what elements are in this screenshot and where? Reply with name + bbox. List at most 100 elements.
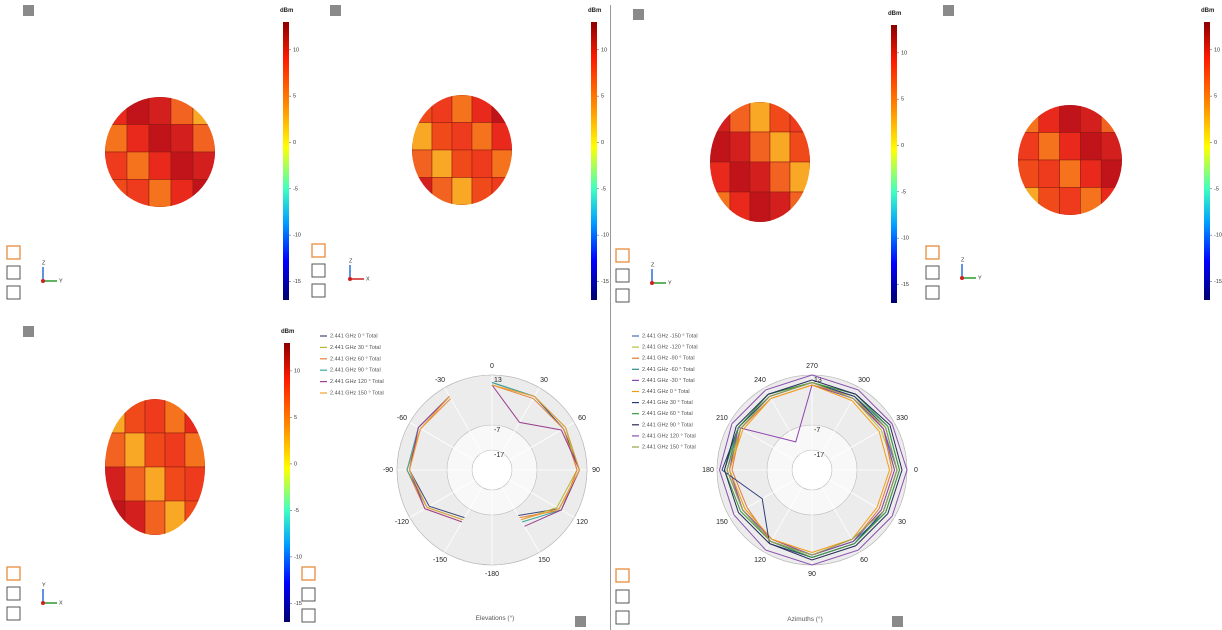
pattern-cell <box>148 151 172 180</box>
angular-tick-label: 330 <box>896 415 908 422</box>
settings-button[interactable] <box>330 5 341 16</box>
colorbar-tick-label: 10 <box>293 47 299 53</box>
colorbar-tick-label: 0 <box>901 143 904 149</box>
axis-origin <box>41 601 45 605</box>
angular-tick-label: 0 <box>490 363 494 370</box>
colorbar-tick-label: -5 <box>293 186 298 192</box>
surface-button[interactable] <box>925 265 940 280</box>
pattern-cell <box>729 161 751 193</box>
angular-tick-label: -90 <box>383 467 393 474</box>
pattern-cell <box>126 97 150 125</box>
colorbar-tick-label: -10 <box>601 233 609 239</box>
colorbar-tick-label: 10 <box>1214 47 1220 53</box>
pattern-cell <box>412 149 433 178</box>
pattern-cell <box>491 149 512 178</box>
angular-tick-label: -60 <box>397 415 407 422</box>
globe-button[interactable] <box>6 245 21 260</box>
colorbar-unit: dBm <box>280 8 293 14</box>
pattern-cell <box>471 149 493 178</box>
pattern-cell <box>1080 159 1102 188</box>
pattern-3d <box>1018 105 1122 215</box>
axis-origin <box>650 281 654 285</box>
chart-button[interactable] <box>615 589 630 604</box>
pattern-cell <box>769 161 791 193</box>
axis-label: Y <box>59 278 63 284</box>
polar-button[interactable] <box>615 568 630 583</box>
axis-origin <box>960 276 964 280</box>
pattern-cell <box>164 399 186 434</box>
table-button[interactable] <box>615 610 630 625</box>
legend-label: 2.441 GHz 120 ° Total <box>642 433 696 439</box>
colorbar-tick-label: 5 <box>294 415 297 421</box>
colorbar-tick-label: 5 <box>293 94 296 100</box>
colorbar-tick-label: -15 <box>1214 279 1222 285</box>
pattern-cell <box>148 179 172 207</box>
table-button[interactable] <box>301 608 316 623</box>
table-button[interactable] <box>925 285 940 300</box>
settings-button[interactable] <box>892 616 903 627</box>
settings-button[interactable] <box>943 5 954 16</box>
pattern-cell <box>1059 187 1081 215</box>
colorbar-tick-label: -5 <box>294 508 299 514</box>
globe-button[interactable] <box>311 243 326 258</box>
legend-label: 2.441 GHz 30 ° Total <box>642 400 693 406</box>
globe-button[interactable] <box>615 248 630 263</box>
settings-button[interactable] <box>575 616 586 627</box>
table-button[interactable] <box>6 285 21 300</box>
table-button[interactable] <box>615 288 630 303</box>
pattern-cell <box>124 399 146 434</box>
colorbar-tick-label: -5 <box>901 189 906 195</box>
angular-tick-label: 300 <box>858 377 870 384</box>
pattern-cell <box>192 179 215 207</box>
settings-button[interactable] <box>633 9 644 20</box>
radial-tick-label: -17 <box>494 452 504 459</box>
pattern-cell <box>471 95 493 123</box>
pattern-cell <box>769 191 791 222</box>
settings-button[interactable] <box>23 326 34 337</box>
pattern-cell <box>124 432 146 468</box>
pattern-cell <box>170 151 194 180</box>
legend-label: 2.441 GHz 30 ° Total <box>330 345 381 351</box>
pattern-cell <box>105 500 126 535</box>
pattern-cell <box>184 466 205 502</box>
pattern-cell <box>144 466 166 502</box>
angular-tick-label: 60 <box>578 415 586 422</box>
polar-button[interactable] <box>301 566 316 581</box>
pattern-cell <box>105 151 128 180</box>
pattern-cell <box>184 500 205 535</box>
angular-tick-label: -30 <box>435 377 445 384</box>
angular-tick-label: 180 <box>702 467 714 474</box>
legend-label: 2.441 GHz 0 ° Total <box>642 389 690 395</box>
x-axis-title: Elevations (°) <box>476 614 515 622</box>
legend-label: 2.441 GHz 60 ° Total <box>642 411 693 417</box>
pattern-cell <box>1059 159 1081 188</box>
pattern-cell <box>431 122 453 151</box>
surface-button[interactable] <box>6 586 21 601</box>
colorbar-tick-label: -15 <box>601 279 609 285</box>
angular-tick-label: 90 <box>592 467 600 474</box>
settings-button[interactable] <box>23 5 34 16</box>
colorbar-tick-label: 5 <box>901 97 904 103</box>
surface-button[interactable] <box>615 268 630 283</box>
chart-button[interactable] <box>301 587 316 602</box>
table-button[interactable] <box>6 606 21 621</box>
pattern-cell <box>144 500 166 535</box>
pattern-cell <box>1080 132 1102 161</box>
axis-label: Y <box>668 280 672 286</box>
axis-label: Z <box>349 258 353 264</box>
globe-button[interactable] <box>6 566 21 581</box>
pattern-cell <box>451 149 473 178</box>
table-button[interactable] <box>311 283 326 298</box>
colorbar-tick-label: 10 <box>294 368 300 374</box>
pattern-cell <box>192 97 215 125</box>
globe-button[interactable] <box>925 245 940 260</box>
pattern-cell <box>431 95 453 123</box>
surface-button[interactable] <box>311 263 326 278</box>
angular-grid <box>409 479 475 518</box>
pattern-cell <box>451 122 473 151</box>
colorbar-tick-label: 0 <box>293 140 296 146</box>
surface-button[interactable] <box>6 265 21 280</box>
axis-label: Y <box>42 582 46 588</box>
pattern-cell <box>710 191 731 222</box>
pattern-cell <box>749 102 771 133</box>
